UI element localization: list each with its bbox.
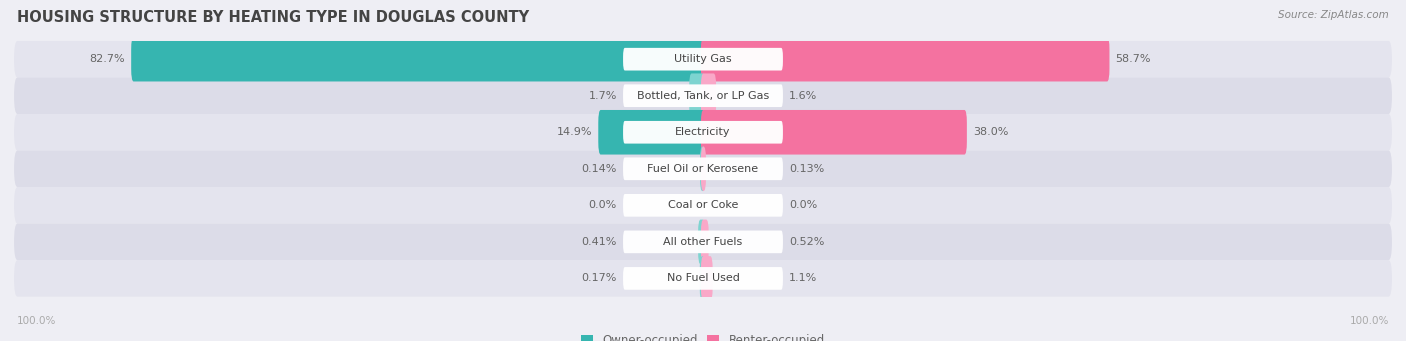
FancyBboxPatch shape [700,147,704,191]
FancyBboxPatch shape [599,110,704,154]
FancyBboxPatch shape [623,158,783,180]
Text: Utility Gas: Utility Gas [675,54,731,64]
Text: 1.7%: 1.7% [589,91,617,101]
Text: 0.14%: 0.14% [582,164,617,174]
Text: 82.7%: 82.7% [90,54,125,64]
FancyBboxPatch shape [702,147,706,191]
FancyBboxPatch shape [702,110,967,154]
FancyBboxPatch shape [14,41,1392,77]
FancyBboxPatch shape [702,256,713,301]
Text: 0.41%: 0.41% [582,237,617,247]
FancyBboxPatch shape [14,114,1392,150]
FancyBboxPatch shape [14,260,1392,297]
Text: 0.13%: 0.13% [789,164,824,174]
FancyBboxPatch shape [700,256,704,301]
Text: All other Fuels: All other Fuels [664,237,742,247]
Text: Coal or Coke: Coal or Coke [668,200,738,210]
Text: 0.0%: 0.0% [789,200,817,210]
Text: 58.7%: 58.7% [1116,54,1152,64]
FancyBboxPatch shape [623,194,783,217]
Text: Electricity: Electricity [675,127,731,137]
Text: HOUSING STRUCTURE BY HEATING TYPE IN DOUGLAS COUNTY: HOUSING STRUCTURE BY HEATING TYPE IN DOU… [17,10,529,25]
Text: 1.1%: 1.1% [789,273,817,283]
Legend: Owner-occupied, Renter-occupied: Owner-occupied, Renter-occupied [581,334,825,341]
FancyBboxPatch shape [14,77,1392,114]
Text: 1.6%: 1.6% [789,91,817,101]
FancyBboxPatch shape [623,48,783,71]
Text: Source: ZipAtlas.com: Source: ZipAtlas.com [1278,10,1389,20]
Text: 0.0%: 0.0% [589,200,617,210]
FancyBboxPatch shape [623,267,783,290]
FancyBboxPatch shape [623,231,783,253]
FancyBboxPatch shape [623,121,783,144]
FancyBboxPatch shape [14,150,1392,187]
Text: 38.0%: 38.0% [973,127,1008,137]
FancyBboxPatch shape [699,220,704,264]
Text: 0.52%: 0.52% [789,237,824,247]
FancyBboxPatch shape [689,73,704,118]
Text: Fuel Oil or Kerosene: Fuel Oil or Kerosene [647,164,759,174]
FancyBboxPatch shape [623,85,783,107]
FancyBboxPatch shape [14,187,1392,224]
FancyBboxPatch shape [131,37,704,81]
Text: 0.17%: 0.17% [582,273,617,283]
FancyBboxPatch shape [702,73,716,118]
Text: 14.9%: 14.9% [557,127,592,137]
Text: 100.0%: 100.0% [17,316,56,326]
Text: 100.0%: 100.0% [1350,316,1389,326]
Text: Bottled, Tank, or LP Gas: Bottled, Tank, or LP Gas [637,91,769,101]
FancyBboxPatch shape [702,220,709,264]
FancyBboxPatch shape [14,224,1392,260]
Text: No Fuel Used: No Fuel Used [666,273,740,283]
FancyBboxPatch shape [702,37,1109,81]
